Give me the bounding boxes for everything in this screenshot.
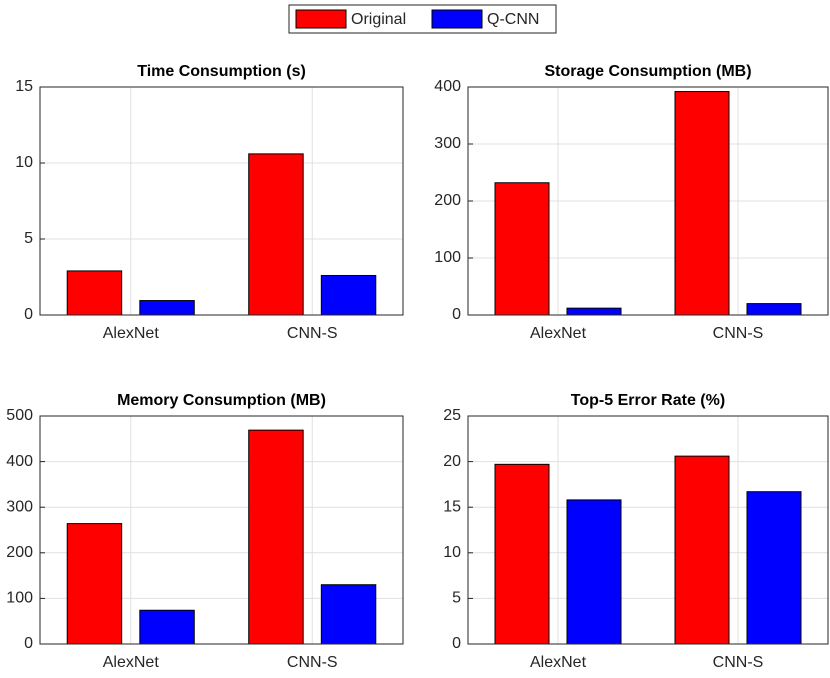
y-tick-label: 5 xyxy=(452,590,461,607)
bar xyxy=(674,91,730,316)
y-tick-label: 0 xyxy=(452,306,461,323)
bar xyxy=(566,307,622,316)
bar xyxy=(674,455,730,645)
x-tick-label: CNN-S xyxy=(713,325,764,342)
y-tick-label: 200 xyxy=(6,544,33,561)
y-tick-label: 200 xyxy=(434,192,461,209)
x-tick-label: CNN-S xyxy=(287,654,338,671)
axes-box xyxy=(467,86,829,316)
legend-label: Q-CNN xyxy=(487,11,539,28)
y-tick-label: 10 xyxy=(443,544,461,561)
y-tick-label: 5 xyxy=(24,230,33,247)
axes-box xyxy=(467,415,829,645)
bar xyxy=(494,182,550,316)
x-tick-label: CNN-S xyxy=(287,325,338,342)
bar xyxy=(746,303,802,316)
chart-title: Top-5 Error Rate (%) xyxy=(571,392,725,409)
bar xyxy=(248,153,304,316)
y-tick-label: 300 xyxy=(434,135,461,152)
y-tick-label: 100 xyxy=(434,249,461,266)
bar xyxy=(320,274,377,316)
x-tick-label: AlexNet xyxy=(530,325,587,342)
y-tick-label: 500 xyxy=(6,407,33,424)
y-tick-label: 15 xyxy=(15,78,33,95)
bar xyxy=(248,429,304,645)
legend-swatch xyxy=(295,9,347,29)
y-tick-label: 0 xyxy=(24,635,33,652)
legend-label: Original xyxy=(351,11,406,28)
bar xyxy=(494,463,550,645)
bar xyxy=(566,499,622,645)
y-tick-label: 300 xyxy=(6,498,33,515)
chart-title: Time Consumption (s) xyxy=(137,63,306,80)
y-tick-label: 10 xyxy=(15,154,33,171)
bar xyxy=(139,300,195,316)
y-tick-label: 100 xyxy=(6,590,33,607)
x-tick-label: AlexNet xyxy=(530,654,587,671)
y-tick-label: 20 xyxy=(443,453,461,470)
y-tick-label: 400 xyxy=(6,453,33,470)
y-tick-label: 15 xyxy=(443,498,461,515)
y-tick-label: 400 xyxy=(434,78,461,95)
legend-swatch xyxy=(431,9,483,29)
x-tick-label: AlexNet xyxy=(103,654,160,671)
y-tick-label: 0 xyxy=(452,635,461,652)
bar xyxy=(66,523,123,645)
bar xyxy=(139,609,195,645)
x-tick-label: CNN-S xyxy=(713,654,764,671)
bar xyxy=(66,270,123,316)
x-tick-label: AlexNet xyxy=(103,325,160,342)
axes-box xyxy=(39,415,404,645)
bar xyxy=(320,584,377,645)
y-tick-label: 25 xyxy=(443,407,461,424)
chart-title: Storage Consumption (MB) xyxy=(544,63,751,80)
axes-box xyxy=(39,86,404,316)
chart-title: Memory Consumption (MB) xyxy=(117,392,326,409)
bar xyxy=(746,491,802,645)
y-tick-label: 0 xyxy=(24,306,33,323)
